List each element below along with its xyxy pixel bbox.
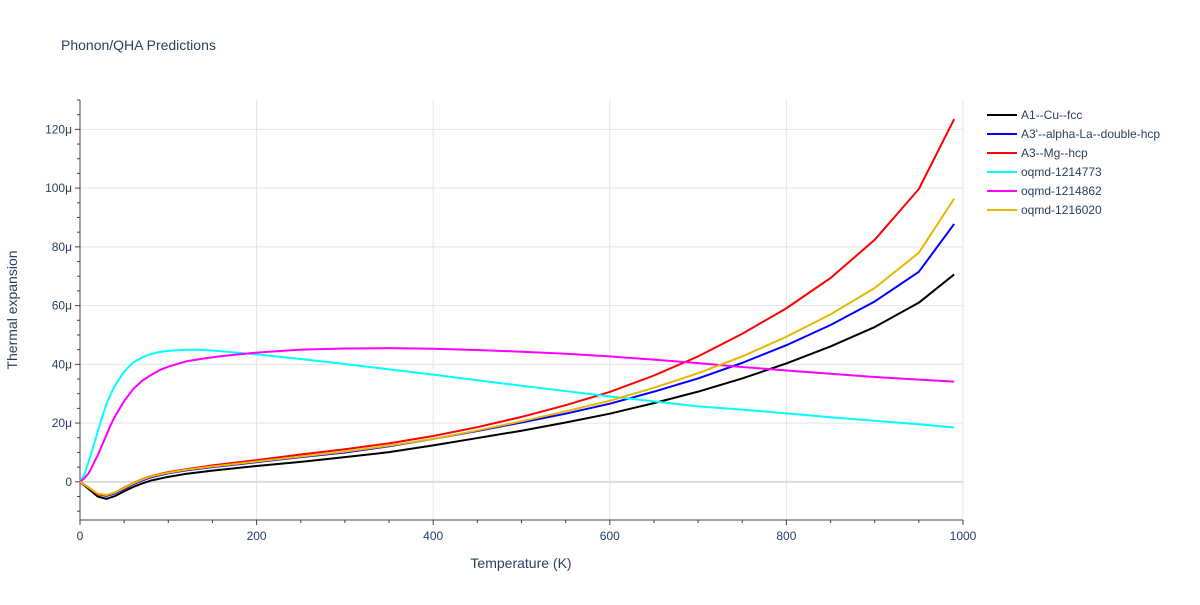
series-line-oqmd-1214862[interactable]	[79, 347, 955, 483]
x-tick-label: 0	[77, 529, 84, 543]
y-tick-label: 20μ	[52, 416, 72, 430]
series-lines[interactable]	[79, 118, 956, 500]
grid-lines	[80, 100, 964, 520]
legend-item[interactable]: oqmd-1214773	[987, 165, 1102, 179]
legend-label: oqmd-1214773	[1021, 165, 1102, 179]
series-line-a3-alpha-la-double-hcp[interactable]	[79, 223, 955, 497]
legend-item[interactable]: oqmd-1214862	[987, 184, 1102, 198]
y-tick-label: 120μ	[45, 122, 72, 136]
legend-item[interactable]: oqmd-1216020	[987, 203, 1102, 217]
x-tick-label: 600	[600, 529, 620, 543]
legend-label: A3'--alpha-La--double-hcp	[1021, 127, 1160, 141]
legend-label: A3--Mg--hcp	[1021, 146, 1088, 160]
x-tick-label: 200	[247, 529, 267, 543]
y-axis-title: Thermal expansion	[4, 250, 20, 369]
series-line-oqmd-1214773[interactable]	[79, 348, 955, 483]
axes: 0 200 400 600 800 1000 0 20μ 40μ 60μ 80μ 100μ 120μ	[45, 99, 977, 543]
x-tick-label: 800	[776, 529, 796, 543]
chart-title: Phonon/QHA Predictions	[61, 37, 216, 53]
series-line-a1-cu-fcc[interactable]	[79, 273, 955, 500]
legend-label: A1--Cu--fcc	[1021, 108, 1082, 122]
x-tick-label: 1000	[950, 529, 977, 543]
legend-label: oqmd-1216020	[1021, 203, 1102, 217]
y-tick-label: 100μ	[45, 181, 72, 195]
y-tick-label: 80μ	[52, 240, 72, 254]
legend-label: oqmd-1214862	[1021, 184, 1102, 198]
legend-item[interactable]: A3--Mg--hcp	[987, 146, 1088, 160]
y-tick-label: 0	[65, 475, 72, 489]
legend-item[interactable]: A3'--alpha-La--double-hcp	[987, 127, 1160, 141]
series-line-a3-mg-hcp[interactable]	[79, 118, 956, 497]
legend[interactable]: A1--Cu--fcc A3'--alpha-La--double-hcp A3--…	[987, 108, 1160, 217]
y-tick-label: 60μ	[52, 299, 72, 313]
legend-item[interactable]: A1--Cu--fcc	[987, 108, 1082, 122]
y-tick-label: 40μ	[52, 357, 72, 371]
x-axis-title: Temperature (K)	[470, 555, 571, 571]
series-line-oqmd-1216020[interactable]	[79, 198, 956, 497]
x-tick-label: 400	[423, 529, 443, 543]
